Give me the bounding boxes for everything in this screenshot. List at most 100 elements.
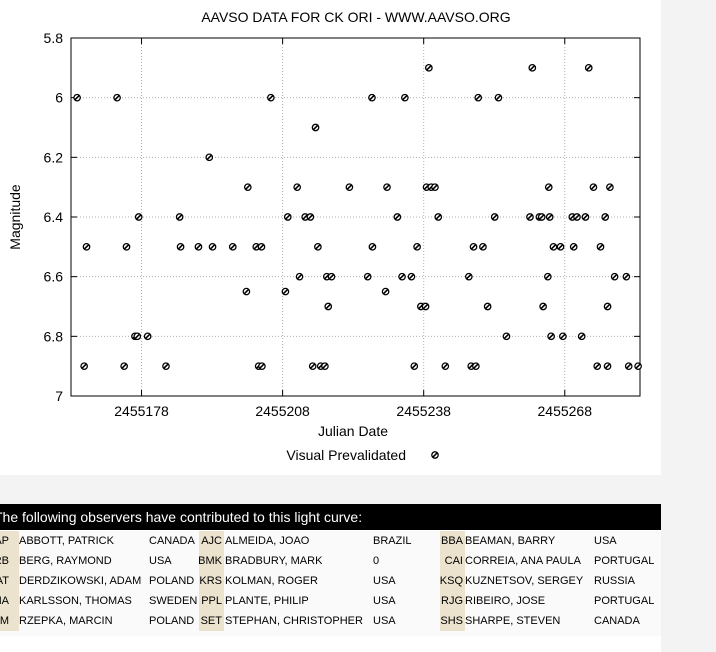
data-point <box>176 242 185 251</box>
data-point <box>295 272 304 281</box>
data-point <box>381 287 390 296</box>
observer-code-cell: BBA <box>440 531 465 551</box>
observer-name: STEPHAN, CHRISTOPHER <box>225 615 363 627</box>
y-tick-label: 6.6 <box>44 269 64 285</box>
data-point <box>634 362 642 371</box>
data-point <box>363 272 372 281</box>
observer-code: BBA <box>440 535 463 547</box>
section-gap <box>0 475 661 504</box>
data-point <box>368 242 377 251</box>
data-point <box>258 362 266 371</box>
data-points <box>73 63 642 371</box>
observer-code: AAP <box>0 535 9 547</box>
observer-code: BRB <box>0 555 9 567</box>
right-margin <box>661 0 716 652</box>
data-point <box>596 242 605 251</box>
data-point <box>398 272 406 281</box>
observer-country: USA <box>149 555 172 567</box>
observer-code-cell: BMK <box>199 551 224 571</box>
data-point <box>243 183 252 192</box>
data-point <box>472 362 480 371</box>
data-point <box>573 213 581 221</box>
data-point <box>528 63 537 72</box>
observer-code-cell: CAI <box>440 551 465 571</box>
data-point <box>425 63 433 72</box>
data-point <box>581 213 590 221</box>
data-point <box>543 272 552 281</box>
observer-country: POLAND <box>149 615 195 627</box>
data-point <box>162 362 170 371</box>
observer-country: BRAZIL <box>373 535 412 547</box>
data-point <box>494 93 503 102</box>
observer-code-cell: AJC <box>199 531 224 551</box>
data-point <box>368 93 376 102</box>
data-point <box>610 272 619 281</box>
observers-header-text: The following observers have contributed… <box>0 509 363 525</box>
observer-name: DERDZIKOWSKI, ADAM <box>19 575 142 587</box>
x-tick-label: 2455238 <box>396 403 451 419</box>
observer-code-cell: RZM <box>0 611 19 631</box>
data-point <box>556 242 565 251</box>
data-point <box>82 242 91 251</box>
data-point <box>569 242 578 251</box>
data-point <box>143 332 152 341</box>
observer-code-cell: AAP <box>0 531 19 551</box>
data-point <box>410 362 419 371</box>
data-point <box>345 183 354 192</box>
data-point <box>311 123 320 132</box>
data-point <box>120 362 128 371</box>
observer-code-cell: BRB <box>0 551 19 571</box>
observer-name: KUZNETSOV, SERGEY <box>465 575 584 587</box>
data-point <box>205 153 214 162</box>
observer-name: RZEPKA, MARCIN <box>19 615 113 627</box>
data-point <box>549 242 558 251</box>
observer-code-cell: PPL <box>199 591 224 611</box>
data-point <box>441 362 450 371</box>
legend-marker-symbol <box>431 451 439 459</box>
observer-country: USA <box>373 575 396 587</box>
data-point <box>134 213 143 221</box>
grid-lines <box>71 38 640 396</box>
observer-code: KSQ <box>440 575 463 587</box>
legend-marker <box>431 451 439 459</box>
data-point <box>603 362 612 371</box>
data-point <box>308 362 317 371</box>
observer-code: CAI <box>444 555 463 567</box>
y-tick-label: 6.4 <box>44 209 64 225</box>
data-point <box>589 183 598 192</box>
data-point <box>606 183 614 192</box>
observer-name: ABBOTT, PATRICK <box>19 535 114 547</box>
observer-name: BRADBURY, MARK <box>225 555 323 567</box>
observer-country: PORTUGAL <box>594 595 655 607</box>
data-point <box>622 272 631 281</box>
x-axis-ticks: 2455178 2455208 2455238 2455268 <box>114 38 592 419</box>
data-point <box>327 272 336 281</box>
data-point <box>73 93 81 102</box>
data-point <box>401 93 409 102</box>
observer-name: SHARPE, STEVEN <box>465 615 561 627</box>
x-tick-label: 2455208 <box>255 403 310 419</box>
data-point <box>383 183 391 192</box>
data-point <box>479 242 487 251</box>
observers-header: The following observers have contributed… <box>0 504 661 530</box>
observer-code-cell: KRS <box>199 571 224 591</box>
observer-code: BMK <box>199 555 222 567</box>
data-point <box>267 93 275 102</box>
data-point <box>502 332 511 341</box>
data-point <box>293 183 302 192</box>
observer-country: USA <box>373 615 396 627</box>
observer-code-cell: SHS <box>440 611 465 631</box>
data-point <box>283 213 292 221</box>
observer-name: BERG, RAYMOND <box>19 555 112 567</box>
data-point <box>603 302 612 311</box>
x-tick-label: 2455268 <box>538 403 593 419</box>
observer-country: CANADA <box>594 615 640 627</box>
observer-code: SET <box>200 615 222 627</box>
observer-country: USA <box>594 535 617 547</box>
data-point <box>242 287 251 296</box>
observer-country: CANADA <box>149 535 195 547</box>
